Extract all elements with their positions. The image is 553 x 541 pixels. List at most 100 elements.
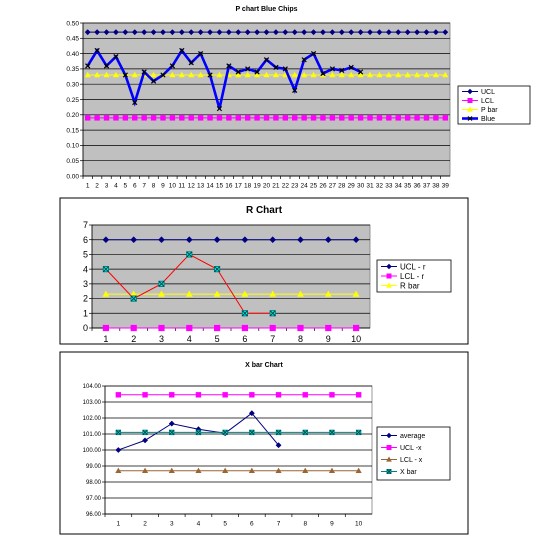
data-point bbox=[442, 71, 449, 78]
data-point bbox=[297, 236, 304, 244]
data-point bbox=[310, 50, 317, 57]
data-point bbox=[226, 63, 232, 69]
data-point bbox=[404, 29, 411, 36]
data-point bbox=[282, 66, 288, 72]
series-blue bbox=[85, 47, 364, 112]
data-point bbox=[122, 72, 128, 78]
series-lcl bbox=[85, 115, 448, 121]
data-point bbox=[85, 115, 91, 121]
data-point bbox=[395, 71, 402, 78]
data-point bbox=[352, 236, 360, 244]
data-point bbox=[310, 71, 317, 78]
data-point bbox=[113, 54, 119, 60]
data-point bbox=[338, 71, 345, 78]
data-point bbox=[179, 47, 185, 54]
data-point bbox=[197, 115, 204, 121]
x-tick-label: 5 bbox=[215, 334, 220, 344]
data-point bbox=[263, 29, 270, 36]
data-point bbox=[442, 29, 449, 36]
data-point bbox=[263, 71, 270, 78]
data-point bbox=[207, 29, 213, 36]
data-point bbox=[241, 310, 249, 317]
legend-marker bbox=[467, 88, 473, 95]
data-point bbox=[385, 71, 392, 78]
data-point bbox=[386, 115, 392, 121]
data-point bbox=[179, 115, 185, 121]
x-tick-label: 1 bbox=[86, 183, 90, 190]
x-tick-label: 19 bbox=[253, 183, 261, 190]
chart-title: X bar Chart bbox=[245, 362, 283, 369]
data-point bbox=[103, 71, 110, 78]
data-point bbox=[432, 29, 439, 36]
data-point bbox=[291, 71, 298, 78]
legend-label: UCL bbox=[481, 89, 495, 96]
data-point bbox=[94, 29, 101, 36]
legend-marker bbox=[386, 273, 392, 279]
data-point bbox=[213, 236, 221, 244]
data-point bbox=[169, 429, 175, 436]
x-tick-label: 7 bbox=[277, 521, 281, 528]
x-tick-label: 24 bbox=[301, 183, 309, 190]
data-point bbox=[355, 429, 362, 436]
x-tick-label: 6 bbox=[133, 183, 137, 190]
data-point bbox=[329, 29, 336, 36]
data-point bbox=[241, 290, 249, 297]
data-point bbox=[376, 29, 383, 36]
data-point bbox=[348, 29, 355, 36]
x-tick-label: 27 bbox=[329, 183, 337, 190]
data-point bbox=[385, 29, 392, 36]
data-point bbox=[150, 78, 157, 84]
data-point bbox=[348, 71, 355, 78]
data-point bbox=[197, 71, 204, 78]
series-ucl-x bbox=[115, 392, 362, 398]
x-tick-label: 12 bbox=[188, 183, 196, 190]
data-point bbox=[130, 324, 137, 332]
data-point bbox=[102, 266, 110, 273]
x-tick-label: 34 bbox=[395, 183, 403, 190]
data-point bbox=[366, 71, 374, 78]
data-point bbox=[102, 290, 110, 297]
x-tick-label: 25 bbox=[310, 183, 318, 190]
legend-item: P bar bbox=[462, 106, 498, 114]
legend-marker bbox=[386, 456, 392, 462]
x-tick-label: 4 bbox=[187, 334, 192, 344]
data-point bbox=[84, 29, 91, 36]
x-tick-label: 3 bbox=[159, 334, 164, 344]
x-tick-label: 8 bbox=[152, 183, 156, 190]
data-point bbox=[269, 290, 277, 297]
data-point bbox=[130, 236, 138, 244]
data-point bbox=[329, 66, 335, 72]
y-tick-label: 0.35 bbox=[66, 66, 79, 73]
y-tick-label: 0.50 bbox=[66, 20, 79, 27]
data-point bbox=[357, 69, 364, 75]
data-point bbox=[414, 29, 420, 36]
x-tick-label: 37 bbox=[423, 183, 431, 190]
x-tick-label: 2 bbox=[143, 521, 147, 528]
data-point bbox=[254, 71, 261, 78]
data-point bbox=[158, 236, 165, 244]
data-point bbox=[235, 71, 242, 78]
data-point bbox=[329, 392, 335, 398]
data-point bbox=[357, 71, 364, 78]
data-point bbox=[115, 467, 122, 474]
data-point bbox=[130, 295, 137, 302]
x-tick-label: 14 bbox=[206, 183, 214, 190]
data-point bbox=[292, 115, 298, 121]
x-tick-label: 1 bbox=[117, 521, 121, 528]
data-point bbox=[301, 71, 308, 78]
data-point bbox=[94, 71, 101, 78]
data-point bbox=[141, 29, 148, 36]
y-tick-label: 103.00 bbox=[83, 400, 102, 406]
data-point bbox=[367, 29, 373, 36]
y-tick-label: 0.40 bbox=[66, 51, 79, 58]
legend-label: X bar bbox=[400, 469, 417, 476]
data-point bbox=[423, 71, 430, 78]
data-point bbox=[395, 115, 401, 121]
data-point bbox=[352, 290, 360, 297]
data-point bbox=[269, 324, 276, 332]
legend: UCL LCL P bar Blue bbox=[457, 85, 531, 125]
data-point bbox=[132, 99, 138, 106]
data-point bbox=[222, 429, 228, 436]
x-tick-label: 7 bbox=[142, 183, 146, 190]
